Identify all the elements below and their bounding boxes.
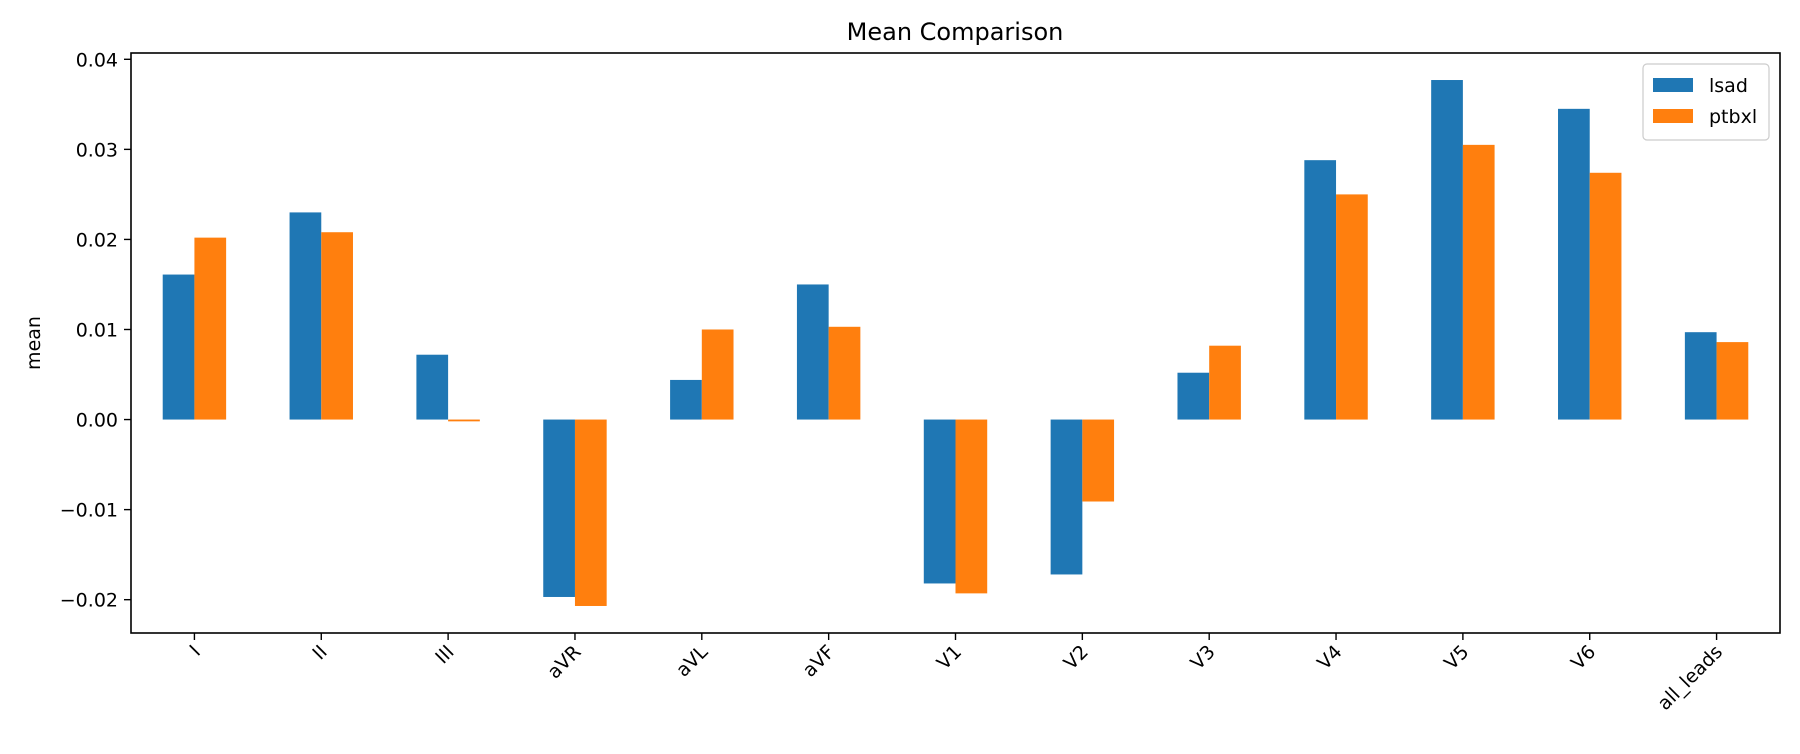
bar-ptbxl-aVL — [701, 329, 734, 420]
bar-ptbxl-III — [448, 419, 480, 422]
x-tick-label: aVL — [672, 641, 713, 682]
bar-lsad-aVL — [670, 379, 702, 420]
x-tick-label: all_leads — [1653, 641, 1727, 715]
x-tick-label: II — [308, 641, 331, 664]
x-tick-label: I — [185, 641, 205, 661]
x-tick-label: III — [431, 641, 458, 668]
bar-ptbxl-all_leads — [1716, 342, 1749, 420]
legend-label-lsad: lsad — [1709, 75, 1748, 97]
bar-lsad-V5 — [1431, 80, 1463, 420]
bar-lsad-all_leads — [1684, 332, 1717, 420]
bar-lsad-I — [162, 274, 195, 420]
bar-lsad-V3 — [1177, 372, 1210, 420]
bar-lsad-aVF — [796, 284, 829, 420]
bar-ptbxl-V1 — [955, 419, 988, 594]
legend-label-ptbxl: ptbxl — [1709, 106, 1757, 128]
bar-ptbxl-V4 — [1336, 194, 1368, 420]
legend-swatch-ptbxl — [1653, 109, 1693, 123]
x-tick-label: V1 — [933, 641, 966, 674]
x-tick-label: V5 — [1440, 641, 1473, 674]
bar-ptbxl-V6 — [1589, 172, 1622, 420]
bar-lsad-V1 — [923, 419, 956, 584]
bar-lsad-aVR — [543, 419, 575, 597]
bar-ptbxl-II — [321, 232, 353, 420]
bar-lsad-III — [416, 354, 449, 420]
legend-box — [1642, 63, 1770, 141]
x-tick-label: V4 — [1313, 641, 1346, 674]
bar-ptbxl-V3 — [1209, 345, 1241, 420]
bar-ptbxl-I — [194, 237, 227, 420]
x-tick-label: aVF — [798, 641, 839, 682]
bar-ptbxl-aVR — [574, 419, 607, 606]
y-tick-label: 0.00 — [76, 410, 118, 432]
chart-title: Mean Comparison — [847, 18, 1064, 46]
x-tick-label: V2 — [1060, 641, 1093, 674]
bar-lsad-II — [289, 212, 322, 420]
y-tick-label: 0.04 — [76, 49, 118, 71]
y-tick-label: −0.02 — [60, 590, 118, 612]
bar-lsad-V6 — [1558, 108, 1590, 420]
x-tick-label: aVR — [543, 641, 585, 683]
bars-layer — [162, 80, 1749, 606]
bar-lsad-V4 — [1304, 160, 1337, 420]
bar-ptbxl-aVF — [828, 326, 861, 420]
y-tick-label: −0.01 — [60, 500, 118, 522]
y-tick-label: 0.03 — [76, 139, 118, 161]
x-tick-label: V6 — [1567, 641, 1600, 674]
legend: lsad ptbxl — [1642, 63, 1770, 141]
legend-swatch-lsad — [1653, 78, 1693, 92]
bar-ptbxl-V2 — [1082, 419, 1115, 502]
y-axis-label: mean — [23, 316, 45, 370]
y-tick-label: 0.02 — [76, 229, 118, 251]
x-tick-label: V3 — [1186, 641, 1219, 674]
y-tick-label: 0.01 — [76, 319, 118, 341]
bar-ptbxl-V5 — [1462, 144, 1495, 420]
bar-lsad-V2 — [1050, 419, 1083, 575]
